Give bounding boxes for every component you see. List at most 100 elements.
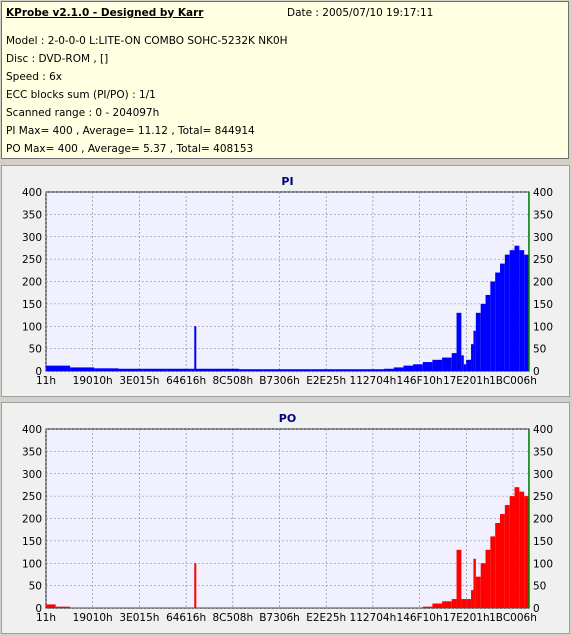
pi-summary-line: PI Max= 400 , Average= 11.12 , Total= 84… — [6, 125, 255, 137]
data-bar — [456, 549, 462, 608]
x-tick-label: 11h — [36, 375, 56, 387]
data-bar — [403, 365, 414, 371]
x-tick-label: 146F10h — [397, 612, 443, 624]
data-bar — [432, 359, 443, 371]
end-marker-bar — [528, 192, 529, 371]
data-bar — [500, 263, 505, 371]
data-bar — [524, 254, 529, 371]
data-bar — [70, 367, 95, 371]
y-tick-label-left: 350 — [22, 209, 42, 221]
data-bar — [471, 590, 474, 608]
data-bar — [384, 368, 394, 371]
y-tick-label-left: 200 — [22, 277, 42, 289]
data-bar — [490, 281, 496, 371]
data-bar — [490, 536, 496, 608]
data-bar — [461, 599, 467, 608]
data-bar — [456, 312, 462, 371]
data-bar — [495, 522, 501, 608]
y-tick-label-left: 400 — [22, 424, 42, 436]
data-bar — [451, 353, 457, 371]
y-tick-label-left: 250 — [22, 254, 42, 266]
y-tick-label-right: 400 — [533, 424, 553, 436]
end-marker-bar — [528, 429, 529, 608]
x-tick-label: 19010h — [73, 375, 113, 387]
scan-date: Date : 2005/07/10 19:17:11 — [287, 7, 434, 19]
data-bar — [393, 367, 404, 371]
data-bar — [422, 362, 433, 371]
y-tick-label-right: 400 — [533, 187, 553, 199]
y-tick-label-right: 200 — [533, 514, 553, 526]
data-bar — [471, 344, 474, 371]
y-tick-label-right: 200 — [533, 277, 553, 289]
disc-line: Disc : DVD-ROM , [] — [6, 53, 109, 65]
y-tick-label-right: 100 — [533, 321, 553, 333]
data-bar — [190, 368, 195, 371]
scanned-range-line: Scanned range : 0 - 204097h — [6, 107, 160, 119]
data-bar — [519, 250, 525, 371]
data-bar — [335, 369, 360, 371]
data-bar — [519, 491, 525, 608]
y-tick-label-right: 150 — [533, 536, 553, 548]
y-tick-label-left: 0 — [35, 366, 42, 378]
data-bar — [466, 359, 472, 371]
data-bar — [475, 312, 481, 371]
data-bar — [475, 576, 481, 608]
data-bar — [463, 364, 467, 371]
data-bar — [311, 369, 336, 371]
po-summary-line: PO Max= 400 , Average= 5.37 , Total= 408… — [6, 143, 254, 155]
chart-title: PI — [281, 175, 293, 188]
data-bar — [509, 496, 515, 608]
y-tick-label-right: 350 — [533, 209, 553, 221]
pi-chart: PI 11h 19010h 3E015h 64616h 8C508h B7306h E2E25… — [22, 175, 553, 387]
data-bar — [466, 599, 472, 608]
data-bar — [263, 369, 288, 371]
x-tick-label: 11h — [36, 612, 56, 624]
data-bar — [287, 369, 312, 371]
po-chart-panel: PO 11h 19010h 3E015h 64616h 8C508h B7306h E2E25… — [1, 402, 570, 634]
y-tick-label-left: 100 — [22, 321, 42, 333]
data-bar — [142, 368, 167, 371]
data-bar — [504, 254, 510, 371]
y-tick-label-left: 100 — [22, 558, 42, 570]
x-tick-label: 1BC006h — [489, 612, 537, 624]
y-tick-label-left: 300 — [22, 232, 42, 244]
y-tick-label-left: 200 — [22, 514, 42, 526]
x-tick-label: 8C508h — [212, 375, 253, 387]
data-bar — [461, 355, 464, 371]
data-bar — [413, 364, 423, 371]
x-tick-label: E2E25h — [306, 612, 346, 624]
data-bar — [500, 514, 505, 608]
data-bar — [485, 549, 491, 608]
x-tick-label: 17E201h — [443, 375, 490, 387]
app-title: KProbe v2.1.0 - Designed by Karr — [6, 7, 204, 19]
data-bar — [504, 505, 510, 608]
x-tick-label: 17E201h — [443, 612, 490, 624]
y-tick-label-right: 300 — [533, 469, 553, 481]
data-bar — [524, 496, 529, 608]
data-bar — [514, 487, 520, 608]
data-bar — [480, 303, 486, 371]
x-tick-label: 146F10h — [397, 375, 443, 387]
po-chart: PO 11h 19010h 3E015h 64616h 8C508h B7306h E2E25… — [22, 412, 553, 624]
y-tick-label-left: 350 — [22, 446, 42, 458]
data-bar — [451, 599, 457, 608]
data-bar — [473, 558, 476, 608]
info-panel: KProbe v2.1.0 - Designed by Karr Date : … — [1, 1, 569, 159]
y-tick-label-left: 400 — [22, 187, 42, 199]
y-tick-label-left: 150 — [22, 536, 42, 548]
data-bar — [195, 368, 216, 371]
y-tick-label-left: 0 — [35, 603, 42, 615]
data-bar — [55, 606, 71, 608]
y-tick-label-left: 300 — [22, 469, 42, 481]
y-tick-label-left: 50 — [29, 581, 42, 593]
x-tick-label: 64616h — [166, 612, 206, 624]
data-bar — [473, 330, 476, 371]
data-bar — [359, 369, 385, 371]
speed-line: Speed : 6x — [6, 71, 63, 83]
x-tick-label: 19010h — [73, 612, 113, 624]
x-tick-label: 112704h — [350, 375, 397, 387]
y-tick-label-right: 50 — [533, 344, 546, 356]
y-tick-label-right: 250 — [533, 254, 553, 266]
x-tick-label: B7306h — [259, 612, 300, 624]
data-bar — [442, 357, 452, 371]
